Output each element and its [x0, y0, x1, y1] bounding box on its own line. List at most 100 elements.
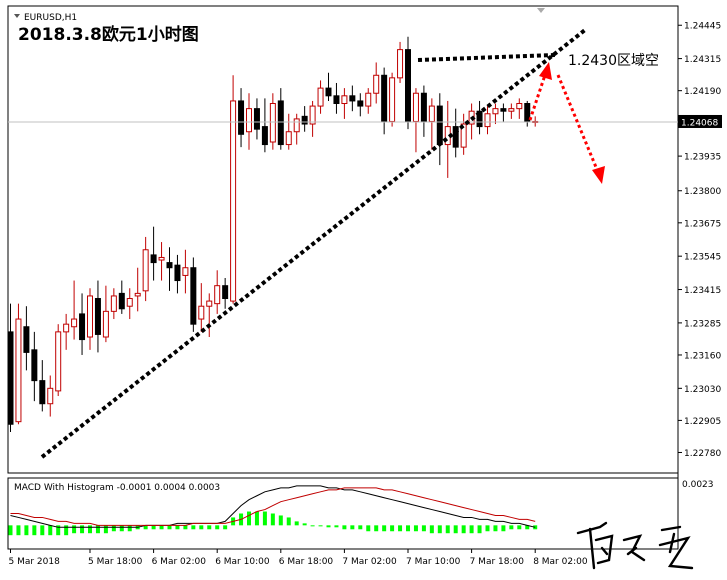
candle-body — [508, 108, 515, 112]
y-tick-label: 1.22780 — [684, 449, 721, 459]
macd-histogram-bar — [119, 525, 124, 532]
overlay-annotations — [8, 28, 678, 459]
candle-body — [261, 126, 268, 146]
macd-histogram-bar — [143, 525, 148, 530]
resistance-trendline — [417, 53, 556, 62]
candle — [285, 113, 292, 150]
candle-body — [428, 105, 435, 122]
candle-body — [333, 95, 340, 105]
macd-histogram-bar — [80, 525, 85, 534]
macd-histogram-bar — [429, 525, 434, 534]
macd-histogram-bar — [72, 525, 77, 534]
candle — [126, 288, 133, 320]
macd-histogram-bar — [88, 525, 92, 534]
macd-histogram-bar — [406, 525, 410, 532]
candle — [357, 93, 364, 117]
handwritten-signature — [576, 521, 694, 570]
candle-body — [87, 295, 93, 338]
x-axis: 5 Mar 2018 5 Mar 18:00 6 Mar 02:00 6 Mar 10… — [9, 549, 588, 567]
candle-body — [293, 118, 300, 133]
candle-body — [79, 313, 86, 341]
macd-histogram-bar — [445, 525, 450, 534]
candle-body — [166, 262, 173, 269]
candle-body — [309, 105, 316, 125]
macd-histogram-bar — [95, 525, 100, 534]
candle-body — [317, 87, 324, 107]
macd-lines — [10, 485, 536, 528]
candle-body — [412, 92, 419, 122]
scroll-marker-icon[interactable] — [537, 8, 545, 13]
macd-histogram-bar — [477, 525, 482, 534]
candle — [405, 36, 411, 130]
candle-body — [397, 49, 404, 79]
macd-histogram-bar — [382, 525, 387, 532]
candle-body — [222, 285, 229, 300]
macd-histogram-series — [8, 511, 538, 536]
candle-body — [214, 285, 221, 305]
candle-body — [102, 310, 109, 338]
macd-histogram-bar — [398, 525, 403, 532]
candle — [110, 288, 117, 320]
macd-histogram-bar — [159, 525, 164, 530]
candle — [253, 98, 260, 140]
candle — [317, 80, 324, 114]
candle — [238, 88, 245, 148]
x-tick-label: 7 Mar 10:00 — [406, 557, 461, 567]
x-tick-label: 6 Mar 10:00 — [215, 557, 270, 567]
macd-histogram-bar — [16, 525, 21, 536]
candle-body — [285, 131, 292, 146]
macd-histogram-bar — [56, 525, 61, 536]
candle — [508, 103, 515, 119]
candle — [341, 88, 348, 119]
macd-histogram-bar — [453, 525, 458, 534]
candle-body — [15, 318, 22, 423]
candle — [222, 277, 229, 309]
candle-body — [71, 318, 78, 328]
candle — [31, 331, 38, 402]
candle-body — [182, 267, 189, 276]
x-tick-label: 5 Mar 2018 — [9, 557, 61, 567]
macd-histogram-bar — [111, 525, 116, 532]
candle — [420, 85, 427, 137]
macd-histogram-bar — [525, 525, 530, 530]
candle-body — [301, 115, 308, 125]
macd-histogram-bar — [469, 525, 474, 534]
candle-body — [23, 326, 30, 353]
candle-body — [206, 300, 213, 307]
y-tick-label: 1.23285 — [684, 319, 721, 329]
candle-body — [63, 323, 70, 333]
candle — [373, 62, 380, 104]
macd-histogram-bar — [334, 525, 339, 528]
macd-histogram-bar — [127, 525, 132, 532]
triangle-down-icon — [14, 14, 20, 18]
arrow-down-icon — [592, 166, 605, 184]
candlestick-series — [7, 36, 539, 432]
candle — [55, 324, 62, 397]
x-tick-label: 6 Mar 02:00 — [152, 557, 207, 567]
candle — [71, 280, 78, 340]
x-tick-label: 7 Mar 18:00 — [470, 557, 525, 567]
macd-histogram-bar — [286, 517, 291, 526]
candle — [214, 270, 221, 314]
macd-histogram-bar — [318, 525, 323, 527]
candle — [206, 293, 213, 338]
macd-histogram-bar — [247, 511, 251, 526]
candle-body — [47, 387, 54, 405]
candle — [47, 375, 54, 417]
candle — [190, 257, 197, 332]
candle — [39, 360, 46, 412]
candle-body — [246, 108, 252, 133]
candle-body — [524, 103, 531, 122]
candle — [87, 288, 93, 350]
candle — [516, 98, 523, 119]
candle-body — [357, 100, 364, 107]
candle-body — [158, 256, 165, 261]
candle — [365, 88, 372, 114]
candle — [500, 103, 507, 122]
candle-body — [484, 113, 491, 128]
candle-body — [94, 298, 101, 335]
macd-histogram-bar — [183, 525, 188, 530]
y-tick-label: 1.23030 — [684, 385, 721, 395]
candle-body — [365, 92, 372, 107]
